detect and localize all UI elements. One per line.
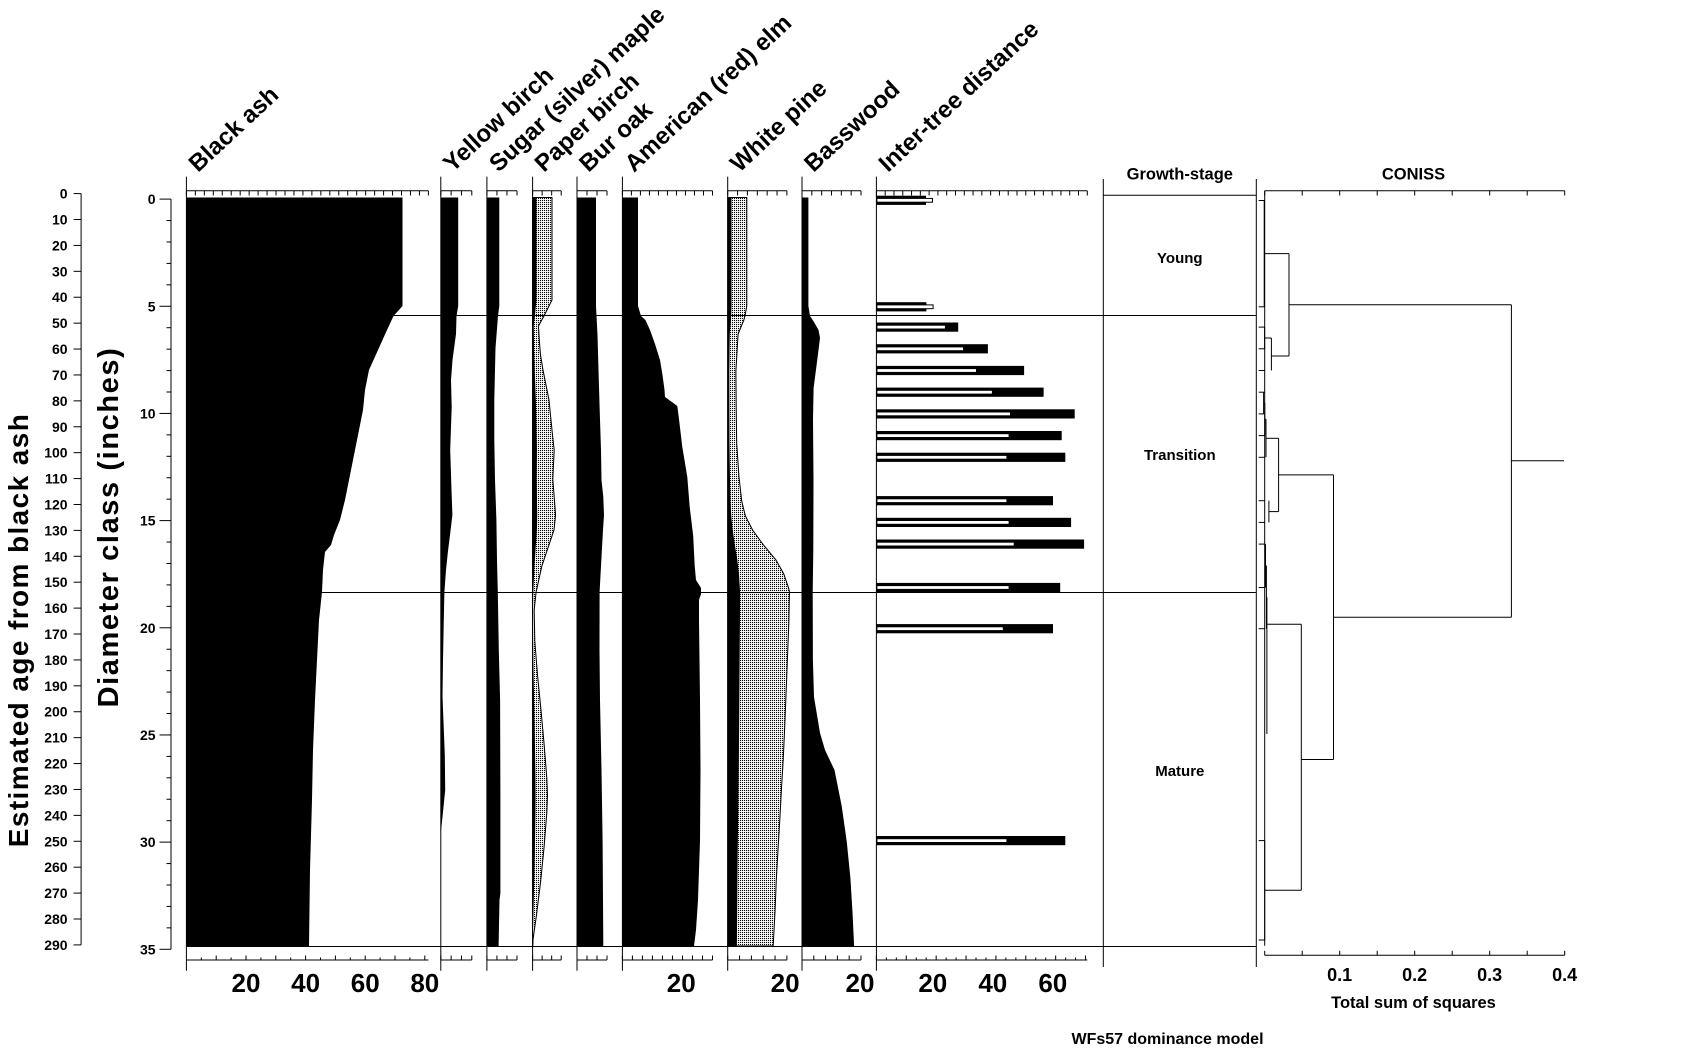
svg-text:280: 280 <box>44 911 68 927</box>
svg-text:0.4: 0.4 <box>1552 965 1577 985</box>
svg-text:WFs57 dominance model: WFs57 dominance model <box>1071 1031 1263 1048</box>
svg-text:Estimated age from black ash: Estimated age from black ash <box>3 413 34 847</box>
svg-text:170: 170 <box>44 626 68 642</box>
svg-text:20: 20 <box>232 968 261 998</box>
svg-text:60: 60 <box>351 968 380 998</box>
svg-text:290: 290 <box>44 937 68 953</box>
svg-text:Total sum of squares: Total sum of squares <box>1331 994 1496 1012</box>
svg-text:20: 20 <box>846 968 875 998</box>
svg-text:230: 230 <box>44 781 68 797</box>
svg-text:80: 80 <box>410 968 439 998</box>
svg-text:CONISS: CONISS <box>1382 166 1445 184</box>
svg-text:270: 270 <box>44 885 68 901</box>
svg-text:Young: Young <box>1157 250 1203 267</box>
svg-text:40: 40 <box>978 968 1007 998</box>
svg-text:10: 10 <box>140 405 156 421</box>
svg-text:10: 10 <box>52 212 68 228</box>
svg-text:250: 250 <box>44 833 68 849</box>
svg-text:160: 160 <box>44 600 68 616</box>
svg-text:0.2: 0.2 <box>1402 965 1427 985</box>
svg-text:40: 40 <box>52 289 68 305</box>
svg-text:20: 20 <box>52 237 68 253</box>
svg-text:0.1: 0.1 <box>1327 965 1352 985</box>
svg-text:180: 180 <box>44 652 68 668</box>
svg-text:0: 0 <box>148 191 156 207</box>
svg-text:5: 5 <box>148 298 156 314</box>
svg-text:130: 130 <box>44 522 68 538</box>
svg-text:150: 150 <box>44 574 68 590</box>
svg-text:60: 60 <box>52 341 68 357</box>
svg-text:200: 200 <box>44 704 68 720</box>
svg-text:25: 25 <box>140 727 156 743</box>
svg-text:220: 220 <box>44 756 68 772</box>
svg-text:70: 70 <box>52 367 68 383</box>
svg-text:0.3: 0.3 <box>1477 965 1502 985</box>
svg-text:15: 15 <box>140 513 156 529</box>
svg-text:20: 20 <box>667 968 696 998</box>
svg-text:Transition: Transition <box>1144 447 1216 464</box>
svg-text:Mature: Mature <box>1155 763 1204 780</box>
svg-text:210: 210 <box>44 730 68 746</box>
svg-text:80: 80 <box>52 393 68 409</box>
svg-text:190: 190 <box>44 678 68 694</box>
svg-text:140: 140 <box>44 548 68 564</box>
svg-text:20: 20 <box>918 968 947 998</box>
svg-text:110: 110 <box>45 471 68 487</box>
svg-text:35: 35 <box>140 941 156 957</box>
svg-text:60: 60 <box>1038 968 1067 998</box>
svg-text:120: 120 <box>44 496 68 512</box>
svg-text:40: 40 <box>291 968 320 998</box>
svg-text:Diameter class (inches): Diameter class (inches) <box>93 347 125 708</box>
svg-text:90: 90 <box>52 419 68 435</box>
svg-text:240: 240 <box>44 807 68 823</box>
svg-text:0: 0 <box>60 186 68 202</box>
svg-text:260: 260 <box>44 859 68 875</box>
svg-text:20: 20 <box>771 968 800 998</box>
svg-text:Growth-stage: Growth-stage <box>1127 166 1233 184</box>
svg-text:50: 50 <box>52 315 68 331</box>
svg-text:100: 100 <box>44 445 68 461</box>
svg-text:30: 30 <box>52 263 68 279</box>
svg-text:20: 20 <box>140 620 156 636</box>
svg-text:30: 30 <box>140 834 156 850</box>
